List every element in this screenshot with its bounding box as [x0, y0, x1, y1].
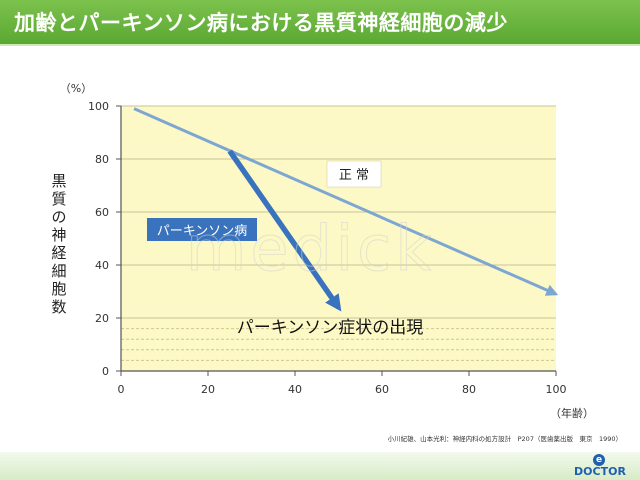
- x-tick-label: 20: [201, 383, 215, 396]
- y-tick-label: 0: [102, 365, 109, 378]
- x-tick-label: 60: [375, 383, 389, 396]
- y-tick-label: 80: [95, 153, 109, 166]
- y-axis-label-char: 質: [51, 190, 66, 208]
- y-axis-label-char: 黒: [51, 172, 66, 190]
- footer-bar: [0, 452, 640, 480]
- y-tick-label: 20: [95, 312, 109, 325]
- y-tick-label: 60: [95, 206, 109, 219]
- x-unit-label: （年齢）: [550, 406, 594, 420]
- y-tick-label: 40: [95, 259, 109, 272]
- normal-label: 正 常: [339, 168, 369, 183]
- citation-text: 小川紀雄、山本光利：神経内科の処方設計 P207（医歯薬出版 東京 1990）: [387, 435, 622, 443]
- x-tick-label: 100: [546, 383, 567, 396]
- parkinson-label-box: [147, 218, 257, 241]
- y-axis-label-char: 数: [51, 298, 66, 316]
- y-tick-label: 100: [88, 100, 109, 113]
- x-tick-label: 40: [288, 383, 302, 396]
- y-axis-label-char: の: [51, 208, 66, 226]
- x-tick-label: 80: [462, 383, 476, 396]
- x-tick-label: 0: [118, 383, 125, 396]
- logo-text: DOCTOR: [574, 465, 626, 478]
- normal-label-box: [326, 160, 382, 188]
- y-axis-label-char: 細: [51, 262, 66, 280]
- y-axis-label-char: 胞: [51, 280, 66, 298]
- normal-line: [133, 107, 559, 296]
- symptom-onset-label: パーキンソン症状の出現: [237, 318, 424, 338]
- page-title: 加齢とパーキンソン病における黒質神経細胞の減少: [14, 11, 508, 35]
- y-axis-label-char: 経: [51, 244, 66, 262]
- watermark: medick: [185, 212, 436, 286]
- parkinson-label: パーキンソン病: [157, 224, 248, 239]
- parkinson-line: [227, 149, 342, 312]
- title-bar: 加齢とパーキンソン病における黒質神経細胞の減少: [0, 0, 640, 46]
- y-axis-label-char: 神: [51, 226, 66, 244]
- doctor-logo: e DOCTOR: [570, 454, 630, 478]
- logo-mark-icon: e: [593, 454, 605, 466]
- y-unit-label: （%）: [60, 82, 92, 95]
